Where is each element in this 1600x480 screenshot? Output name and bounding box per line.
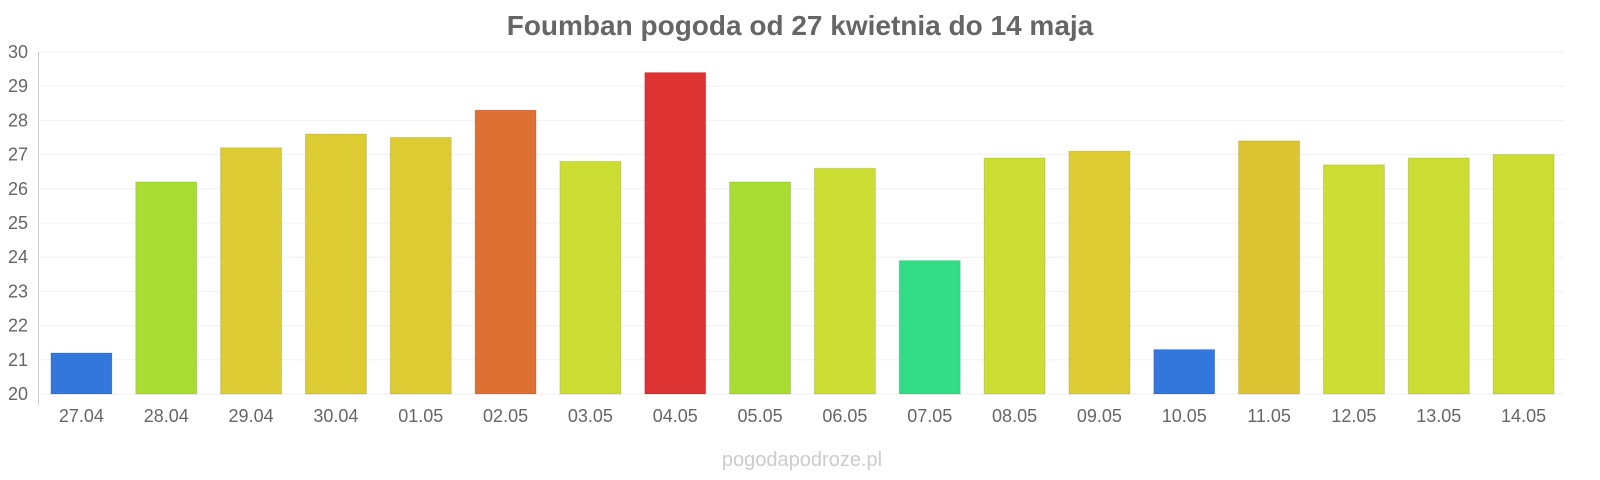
x-tick-label: 12.05: [1331, 406, 1376, 426]
x-tick-label: 09.05: [1077, 406, 1122, 426]
bar-05.05: [729, 181, 792, 395]
y-tick-label: 22: [8, 316, 28, 336]
bar-07.05: [898, 260, 961, 395]
bar-01.05: [389, 137, 452, 395]
bar-06.05: [813, 167, 876, 395]
bar-09.05: [1068, 150, 1131, 395]
x-tick-label: 27.04: [59, 406, 104, 426]
x-tick-label: 30.04: [313, 406, 358, 426]
x-axis-ticks: 27.04 28.04 29.04 30.04 01.05 02.05 03.05 04.05…: [59, 406, 1546, 426]
y-tick-label: 27: [8, 145, 28, 165]
y-tick-label: 28: [8, 110, 28, 130]
x-tick-label: 28.04: [144, 406, 189, 426]
chart-title: Foumban pogoda od 27 kwietnia do 14 maja: [507, 10, 1094, 41]
grid-lines: [38, 51, 1565, 395]
bar-11.05: [1238, 140, 1301, 395]
bars: [50, 72, 1555, 395]
y-axis-ticks: 20 21 22 23 24 25 26 27 28 29 30: [8, 42, 28, 404]
x-tick-label: 11.05: [1247, 406, 1291, 426]
bar-04.05: [644, 72, 707, 395]
bar-03.05: [559, 160, 622, 395]
x-tick-label: 13.05: [1416, 406, 1461, 426]
x-tick-label: 01.05: [398, 406, 443, 426]
bar-10.05: [1153, 349, 1216, 395]
bar-08.05: [983, 157, 1046, 395]
y-tick-label: 25: [8, 213, 28, 233]
x-tick-label: 03.05: [568, 406, 613, 426]
x-tick-label: 04.05: [653, 406, 698, 426]
bar-13.05: [1407, 157, 1470, 395]
bar-14.05: [1492, 154, 1555, 395]
bar-29.04: [220, 147, 283, 395]
x-tick-label: 14.05: [1501, 406, 1546, 426]
x-tick-label: 08.05: [992, 406, 1037, 426]
y-tick-label: 23: [8, 281, 28, 301]
watermark: pogodapodroze.pl: [722, 449, 882, 471]
y-tick-label: 30: [8, 42, 28, 62]
x-tick-label: 05.05: [738, 406, 783, 426]
x-tick-label: 02.05: [483, 406, 528, 426]
y-tick-label: 20: [8, 384, 28, 404]
bar-28.04: [135, 181, 198, 395]
bar-12.05: [1322, 164, 1385, 395]
x-tick-label: 07.05: [907, 406, 952, 426]
x-tick-label: 06.05: [822, 406, 867, 426]
y-tick-label: 26: [8, 179, 28, 199]
x-tick-label: 29.04: [229, 406, 274, 426]
bar-30.04: [304, 133, 367, 395]
bar-27.04: [50, 352, 113, 395]
y-tick-label: 21: [8, 350, 28, 370]
x-tick-label: 10.05: [1162, 406, 1207, 426]
bar-02.05: [474, 109, 537, 395]
y-tick-label: 24: [8, 247, 28, 267]
y-tick-label: 29: [8, 76, 28, 96]
